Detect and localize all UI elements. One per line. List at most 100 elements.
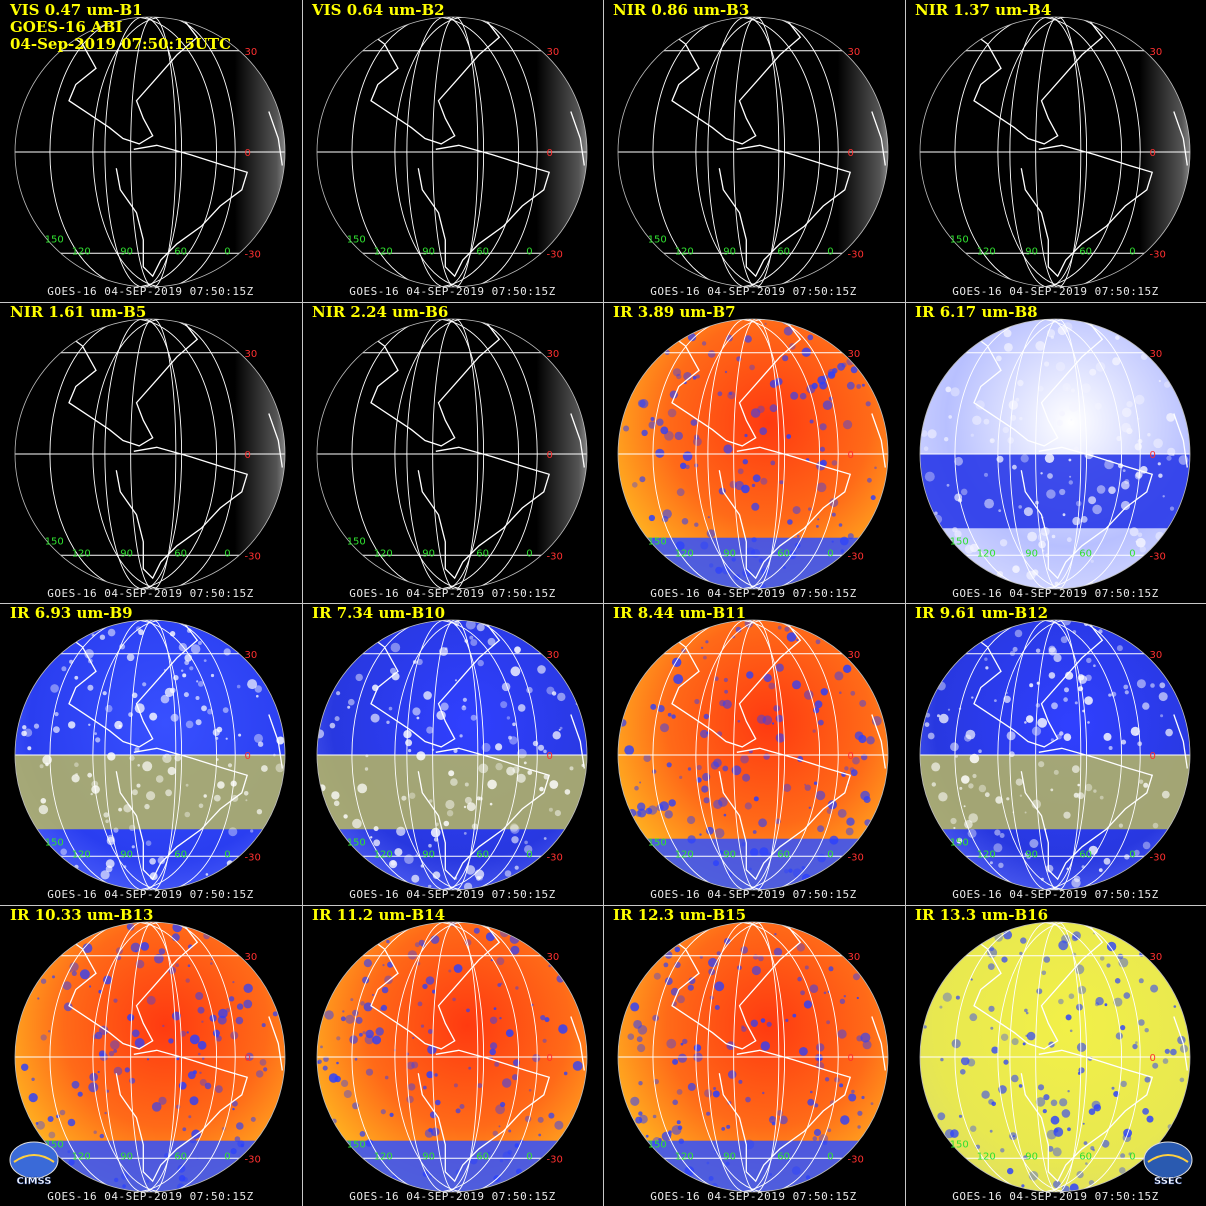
longitude-label: 90 <box>1025 1152 1038 1163</box>
longitude-label: 150 <box>950 536 969 547</box>
latitude-label: 0 <box>245 1053 251 1064</box>
longitude-label: 0 <box>1129 549 1135 560</box>
grid-divider-horizontal <box>0 905 1206 906</box>
latitude-label: 30 <box>547 650 560 661</box>
band-title-text: IR 6.93 um-B9 <box>10 604 133 622</box>
panel-timestamp-footer: GOES-16 04-SEP-2019 07:50:15Z <box>47 285 254 298</box>
latitude-label: -30 <box>848 1154 864 1165</box>
band-title: IR 10.33 um-B13 <box>10 907 153 924</box>
longitude-label: 150 <box>648 837 667 848</box>
band-panel: 30 0 -30 150 120 90 60 0 NIR 2.24 um-B6 GOES-16 0… <box>302 302 603 603</box>
longitude-label: 0 <box>526 850 532 861</box>
band-title-text: IR 10.33 um-B13 <box>10 906 154 924</box>
earth-disc-image: 30 0 -30 150 120 90 60 0 <box>919 619 1191 891</box>
longitude-label: 120 <box>675 1152 694 1163</box>
longitude-label: 60 <box>777 1152 790 1163</box>
satellite-instrument-label: GOES-16 ABI <box>10 18 123 36</box>
latitude-label: 0 <box>848 751 854 762</box>
longitude-label: 0 <box>827 1152 833 1163</box>
panel-timestamp-footer: GOES-16 04-SEP-2019 07:50:15Z <box>650 285 857 298</box>
panel-timestamp-footer: GOES-16 04-SEP-2019 07:50:15Z <box>47 587 254 600</box>
svg-text:SSEC: SSEC <box>1154 1176 1182 1187</box>
latitude-label: 30 <box>547 349 560 360</box>
latitude-label: 30 <box>245 47 258 58</box>
latitude-label: -30 <box>848 249 864 260</box>
longitude-label: 60 <box>476 247 489 258</box>
longitude-label: 60 <box>174 1152 187 1163</box>
earth-disc-image: 30 0 -30 150 120 90 60 0 <box>919 16 1191 288</box>
longitude-label: 90 <box>723 549 736 560</box>
longitude-label: 120 <box>374 1152 393 1163</box>
band-title: NIR 2.24 um-B6 <box>312 304 448 321</box>
longitude-label: 150 <box>648 536 667 547</box>
band-panel: 30 0 -30 150 120 90 60 0 VIS 0.47 um-B1 GOES-16 A… <box>0 0 301 301</box>
earth-disc-image: 30 0 -30 150 120 90 60 0 <box>316 16 588 288</box>
band-title-text: IR 7.34 um-B10 <box>312 604 446 622</box>
panel-timestamp-footer: GOES-16 04-SEP-2019 07:50:15Z <box>952 587 1159 600</box>
latitude-label: 30 <box>848 952 861 963</box>
earth-disc-image: 30 0 -30 150 120 90 60 0 <box>14 921 286 1193</box>
band-panel: 30 0 -30 150 120 90 60 0 NIR 0.86 um-B3 GOES-16 0… <box>603 0 904 301</box>
panel-timestamp-footer: GOES-16 04-SEP-2019 07:50:15Z <box>952 1190 1159 1203</box>
longitude-label: 0 <box>827 850 833 861</box>
panel-timestamp-footer: GOES-16 04-SEP-2019 07:50:15Z <box>650 888 857 901</box>
band-panel: 30 0 -30 150 120 90 60 0 IR 7.34 um-B10 GOES-16 0… <box>302 603 603 904</box>
longitude-label: 120 <box>72 549 91 560</box>
latitude-label: -30 <box>1150 852 1166 863</box>
band-title: IR 7.34 um-B10 <box>312 605 445 622</box>
longitude-label: 60 <box>476 1152 489 1163</box>
panel-timestamp-footer: GOES-16 04-SEP-2019 07:50:15Z <box>952 888 1159 901</box>
panel-timestamp-footer: GOES-16 04-SEP-2019 07:50:15Z <box>349 587 556 600</box>
earth-disc-image: 30 0 -30 150 120 90 60 0 <box>617 921 889 1193</box>
latitude-label: 0 <box>1150 1053 1156 1064</box>
longitude-label: 90 <box>1025 850 1038 861</box>
band-title-text: VIS 0.47 um-B1 <box>10 1 143 19</box>
longitude-label: 60 <box>777 850 790 861</box>
longitude-label: 0 <box>827 549 833 560</box>
panel-timestamp-footer: GOES-16 04-SEP-2019 07:50:15Z <box>650 1190 857 1203</box>
band-title: IR 6.17 um-B8 <box>915 304 1038 321</box>
latitude-label: 30 <box>1150 952 1163 963</box>
longitude-label: 0 <box>1129 247 1135 258</box>
band-title: NIR 1.61 um-B5 <box>10 304 146 321</box>
band-panel: 30 0 -30 150 120 90 60 0 IR 11.2 um-B14 GOES-16 0… <box>302 905 603 1206</box>
longitude-label: 0 <box>526 549 532 560</box>
longitude-label: 120 <box>977 1152 996 1163</box>
latitude-label: -30 <box>245 249 261 260</box>
latitude-label: 30 <box>1150 349 1163 360</box>
longitude-label: 60 <box>1079 247 1092 258</box>
longitude-label: 120 <box>675 850 694 861</box>
earth-disc-image: 30 0 -30 150 120 90 60 0 <box>14 318 286 590</box>
longitude-label: 150 <box>347 536 366 547</box>
band-title: IR 6.93 um-B9 <box>10 605 133 622</box>
longitude-label: 150 <box>648 1139 667 1150</box>
latitude-label: 0 <box>848 450 854 461</box>
longitude-label: 120 <box>977 850 996 861</box>
latitude-label: 0 <box>245 751 251 762</box>
longitude-label: 90 <box>422 850 435 861</box>
latitude-label: 0 <box>848 1053 854 1064</box>
latitude-label: 30 <box>245 349 258 360</box>
band-title-text: IR 13.3 um-B16 <box>915 906 1049 924</box>
longitude-label: 120 <box>374 549 393 560</box>
band-title: IR 12.3 um-B15 <box>613 907 746 924</box>
longitude-label: 60 <box>1079 850 1092 861</box>
longitude-label: 90 <box>120 1152 133 1163</box>
longitude-label: 120 <box>374 247 393 258</box>
longitude-label: 0 <box>1129 850 1135 861</box>
band-panel: 30 0 -30 150 120 90 60 0 IR 3.89 um-B7 GOES-16 04… <box>603 302 904 603</box>
svg-text:CIMSS: CIMSS <box>17 1176 52 1187</box>
band-panel: 30 0 -30 150 120 90 60 0 IR 8.44 um-B11 GOES-16 0… <box>603 603 904 904</box>
band-title: VIS 0.64 um-B2 <box>312 2 445 19</box>
longitude-label: 60 <box>476 549 489 560</box>
longitude-label: 90 <box>120 850 133 861</box>
band-title: IR 9.61 um-B12 <box>915 605 1048 622</box>
band-title-text: IR 3.89 um-B7 <box>613 303 736 321</box>
longitude-label: 150 <box>347 234 366 245</box>
panel-timestamp-footer: GOES-16 04-SEP-2019 07:50:15Z <box>349 888 556 901</box>
band-title: IR 11.2 um-B14 <box>312 907 445 924</box>
band-panel: 30 0 -30 150 120 90 60 0 IR 6.17 um-B8 GOES-16 04… <box>905 302 1206 603</box>
latitude-label: 30 <box>848 47 861 58</box>
latitude-label: 30 <box>547 952 560 963</box>
